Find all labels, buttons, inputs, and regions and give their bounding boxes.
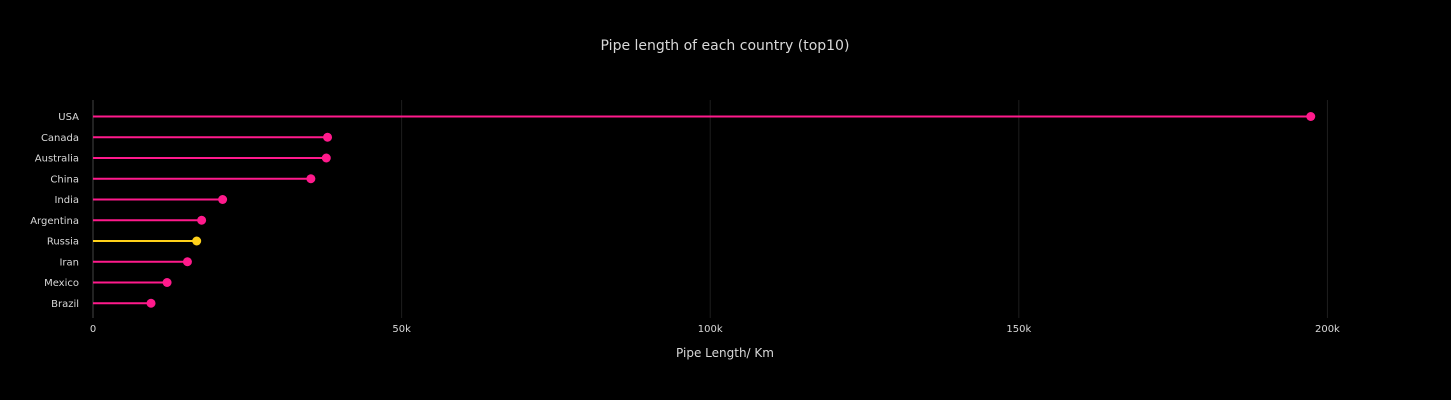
x-axis-ticks: 0 50k 100k 150k 200k <box>90 324 1340 335</box>
y-tick-label: India <box>54 195 79 206</box>
lollipop-dot <box>182 257 192 267</box>
grid-lines <box>401 100 1328 318</box>
lollipop-dot <box>162 278 172 287</box>
lollipop-dot <box>146 298 156 308</box>
lollipop-dot <box>1306 112 1316 121</box>
y-tick-label: Russia <box>47 237 79 248</box>
lollipop-dot <box>306 174 316 184</box>
x-tick-label: 200k <box>1315 324 1340 335</box>
lollipop-stems <box>93 115 1311 305</box>
lollipop-dot <box>197 215 207 225</box>
y-tick-label: Iran <box>59 257 79 268</box>
chart-title: Pipe length of each country (top10) <box>601 38 850 54</box>
lollipop-dots <box>146 112 1316 308</box>
x-tick-label: 0 <box>90 324 96 335</box>
lollipop-dot <box>218 195 228 204</box>
y-tick-label: Argentina <box>30 216 79 227</box>
x-tick-label: 150k <box>1006 324 1031 335</box>
x-tick-label: 50k <box>392 324 411 335</box>
lollipop-dot <box>321 153 331 163</box>
y-tick-label: Brazil <box>51 299 79 310</box>
y-tick-label: Australia <box>35 154 79 165</box>
y-tick-label: Canada <box>41 133 79 144</box>
x-tick-label: 100k <box>698 324 723 335</box>
x-axis-title: Pipe Length/ Km <box>676 346 774 360</box>
y-tick-label: China <box>50 174 79 185</box>
lollipop-dot <box>192 236 202 246</box>
y-tick-label: Mexico <box>44 278 79 289</box>
y-tick-label: USA <box>58 112 79 123</box>
y-axis-ticks: USA Canada Australia China India Argentina Rus… <box>30 112 79 310</box>
lollipop-dot <box>323 132 333 142</box>
